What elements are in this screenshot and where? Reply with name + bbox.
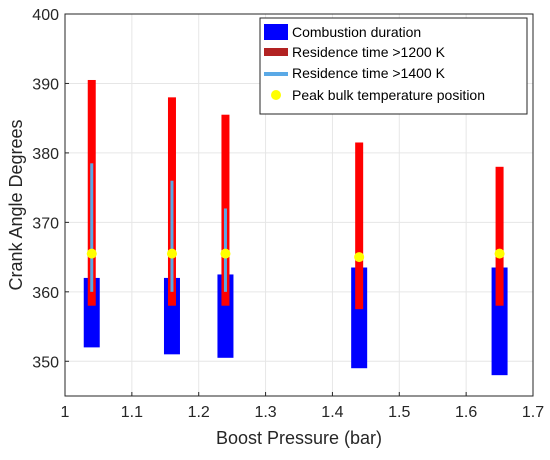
y-tick-label: 360 [32,285,59,302]
x-tick-label: 1.3 [254,404,276,421]
legend-marker-residence-1400 [264,72,288,76]
x-axis-label: Boost Pressure (bar) [216,428,382,448]
legend-box [259,17,528,115]
y-tick-label: 380 [32,146,59,163]
y-axis-label: Crank Angle Degrees [6,119,26,290]
peak-temperature-point [220,248,231,259]
legend-label-combustion-duration: Combustion duration [292,24,421,40]
data-marks [83,79,508,376]
x-tick-label: 1.1 [121,404,143,421]
x-axis-ticks: 1 1.1 1.2 1.3 1.4 1.5 1.6 1.7 [61,392,544,421]
x-tick-label: 1.7 [522,404,544,421]
x-tick-label: 1.4 [321,404,343,421]
peak-temperature-point [86,248,97,259]
residence-1200-bar [355,142,364,310]
legend-label-peak-temperature: Peak bulk temperature position [292,87,485,103]
residence-1400-bar [90,163,94,292]
legend-marker-residence-1200 [264,48,288,56]
y-tick-label: 350 [32,354,59,371]
y-tick-label: 370 [32,215,59,232]
legend-marker-combustion-duration [264,24,288,40]
x-tick-label: 1.6 [455,404,477,421]
legend-label-residence-1200: Residence time >1200 K [292,44,446,60]
peak-temperature-point [166,248,177,259]
legend-label-residence-1400: Residence time >1400 K [292,65,446,81]
y-tick-label: 390 [32,76,59,93]
peak-temperature-point [354,252,365,263]
y-axis-ticks: 350 360 370 380 390 400 [32,7,69,371]
legend-marker-peak-temperature [271,90,281,100]
y-tick-label: 400 [32,7,59,24]
residence-1200-bar [495,166,504,306]
peak-temperature-point [494,248,505,259]
x-tick-label: 1 [61,404,70,421]
legend: Combustion duration Residence time >1200… [259,17,528,115]
residence-1400-bar [170,180,174,292]
x-tick-label: 1.5 [388,404,410,421]
plot-frame [64,13,534,397]
x-tick-label: 1.2 [188,404,210,421]
